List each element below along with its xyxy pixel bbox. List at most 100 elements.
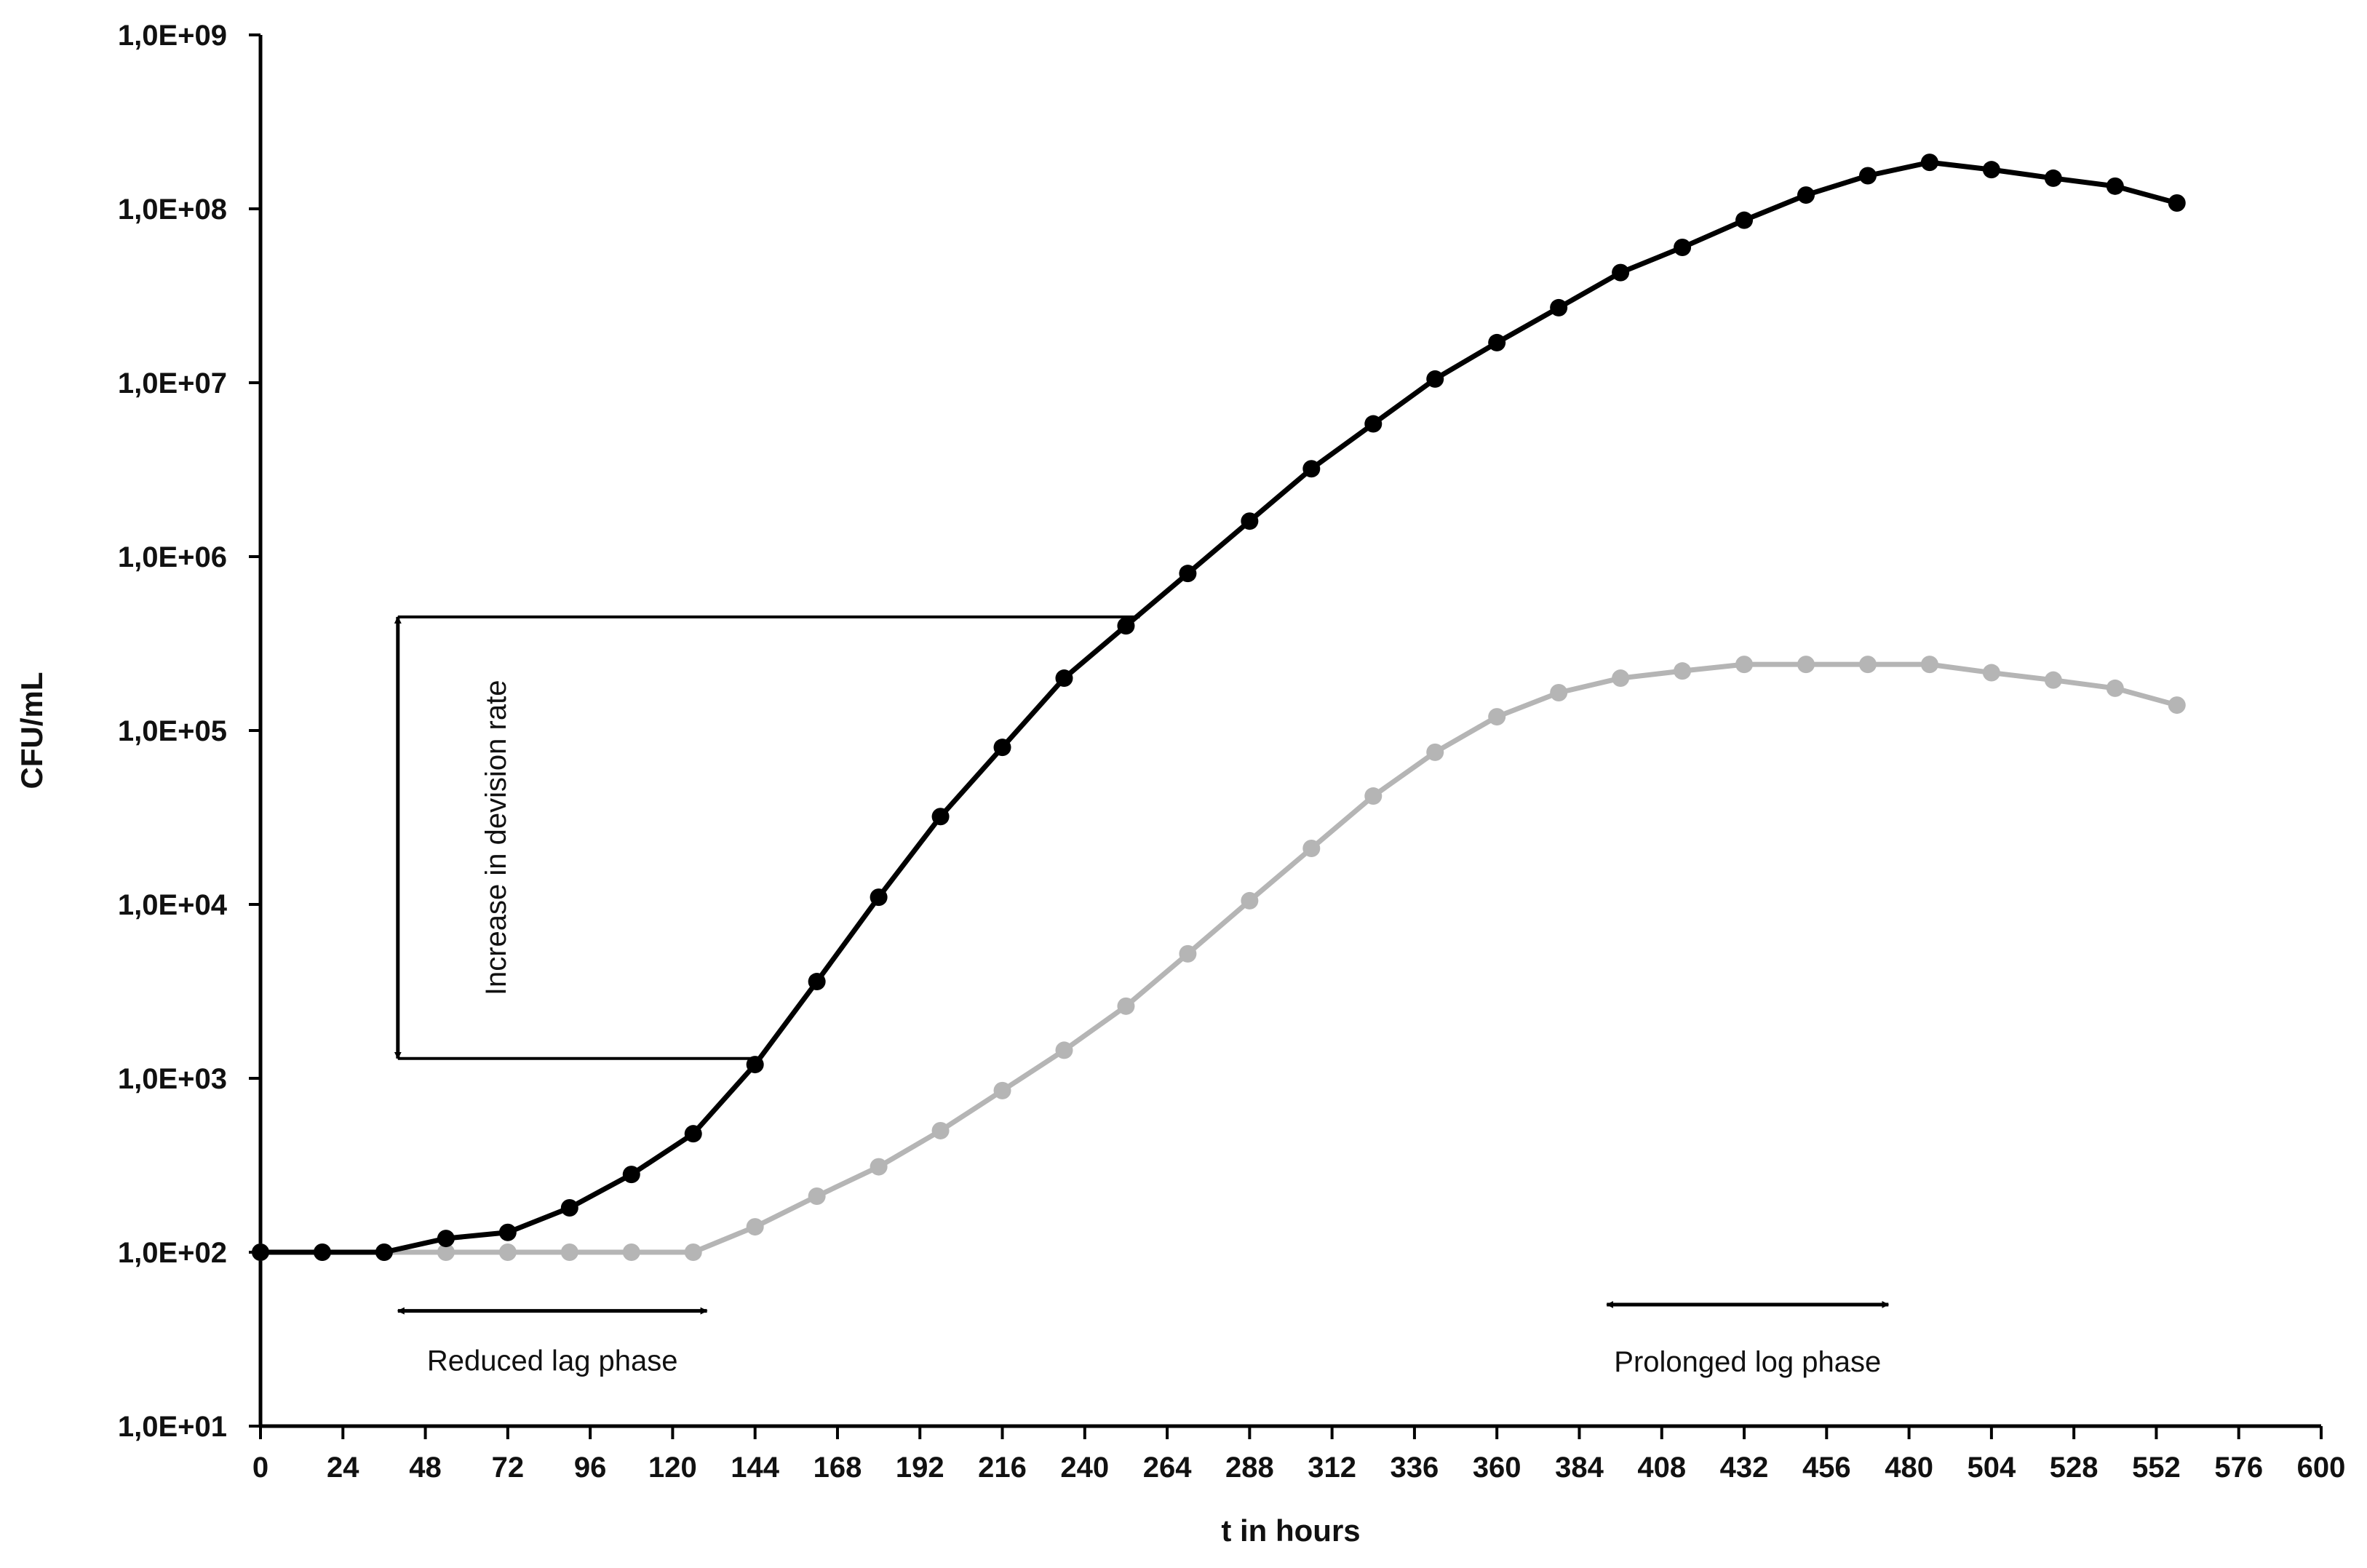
annotation-label: Reduced lag phase [427, 1345, 678, 1377]
y-tick-label: 1,0E+08 [118, 194, 227, 226]
data-point [931, 1121, 950, 1139]
data-point [1302, 460, 1321, 478]
x-tick-label: 528 [2050, 1452, 2099, 1484]
y-tick-label: 1,0E+03 [118, 1063, 227, 1095]
data-point [684, 1243, 702, 1261]
x-tick-label: 480 [1885, 1452, 1933, 1484]
x-tick-label: 48 [409, 1452, 442, 1484]
x-tick-label: 384 [1555, 1452, 1604, 1484]
data-point [437, 1243, 455, 1261]
x-tick-label: 288 [1225, 1452, 1274, 1484]
data-point [1241, 891, 1259, 910]
reference-lines [397, 615, 1140, 1060]
data-point [1364, 787, 1383, 805]
data-point [1920, 154, 1938, 172]
data-point [1179, 944, 1197, 963]
y-tick-label: 1,0E+05 [118, 715, 227, 747]
y-tick-label: 1,0E+06 [118, 541, 227, 573]
data-point [746, 1056, 764, 1074]
annotation-label: Increase in devision rate [480, 680, 512, 996]
x-tick-label: 336 [1391, 1452, 1439, 1484]
data-point [1426, 743, 1444, 761]
data-point [1550, 684, 1568, 702]
data-point [1612, 263, 1630, 282]
data-point [560, 1198, 578, 1217]
data-point [993, 1081, 1011, 1099]
data-point [870, 888, 888, 907]
data-point [993, 739, 1011, 757]
data-point [1674, 662, 1692, 680]
data-point [2106, 177, 2124, 195]
data-point [622, 1243, 640, 1261]
x-tick-label: 216 [978, 1452, 1027, 1484]
data-point [1858, 167, 1877, 185]
y-tick-label: 1,0E+07 [118, 367, 227, 399]
data-point [2106, 679, 2124, 697]
x-tick-label: 72 [492, 1452, 525, 1484]
y-axis-title: CFU/mL [15, 672, 49, 789]
y-tick-label: 1,0E+09 [118, 20, 227, 52]
data-point [1982, 161, 2000, 179]
data-point [1488, 333, 1506, 351]
data-point [2044, 671, 2062, 689]
x-tick-label: 408 [1637, 1452, 1686, 1484]
data-point [375, 1243, 393, 1261]
x-tick-label: 168 [813, 1452, 862, 1484]
annotations: Increase in devision rate Reduced lag pha… [394, 616, 1890, 1378]
x-tick-label: 192 [896, 1452, 944, 1484]
x-tick-label: 264 [1143, 1452, 1192, 1484]
data-point [498, 1223, 517, 1241]
series-2 [252, 656, 2186, 1261]
x-tick-label: 0 [252, 1452, 268, 1484]
x-axis-title: t in hours [1221, 1513, 1360, 1548]
annotation-label: Prolonged log phase [1614, 1346, 1881, 1378]
data-point [1117, 997, 1135, 1015]
data-point [313, 1243, 331, 1261]
data-point [1982, 664, 2000, 682]
data-point [437, 1230, 455, 1248]
series-line [260, 159, 2178, 1255]
data-point [1055, 669, 1073, 688]
y-tick-label: 1,0E+02 [118, 1237, 227, 1269]
data-point [622, 1166, 640, 1184]
data-point [746, 1218, 764, 1236]
data-point [1426, 370, 1444, 388]
data-point [498, 1243, 517, 1261]
data-point [1179, 565, 1197, 583]
y-tick-label: 1,0E+01 [118, 1411, 227, 1443]
series-layer [252, 154, 2186, 1261]
data-point [1674, 239, 1692, 257]
data-point [1550, 298, 1568, 317]
x-tick-label: 552 [2132, 1452, 2181, 1484]
data-point [1735, 656, 1754, 674]
data-point [1055, 1041, 1073, 1059]
data-point [1612, 669, 1630, 688]
data-point [684, 1125, 702, 1143]
data-point [1241, 512, 1259, 530]
x-tick-label: 312 [1308, 1452, 1356, 1484]
x-tick-label: 360 [1473, 1452, 1521, 1484]
series-1 [252, 154, 2186, 1261]
x-tick-label: 240 [1060, 1452, 1109, 1484]
data-point [808, 1187, 826, 1205]
data-point [1797, 186, 1815, 204]
data-point [2168, 194, 2186, 212]
data-point [1858, 656, 1877, 674]
x-tick-label: 576 [2214, 1452, 2263, 1484]
data-point [1302, 839, 1321, 857]
data-point [1364, 415, 1383, 433]
series-line [260, 661, 2178, 1255]
data-point [1735, 211, 1754, 229]
data-point [1797, 656, 1815, 674]
x-tick-label: 432 [1720, 1452, 1769, 1484]
data-point [1117, 617, 1135, 635]
data-point [560, 1243, 578, 1261]
data-point [931, 808, 950, 826]
data-point [252, 1243, 269, 1261]
data-point [1920, 656, 1938, 674]
x-tick-label: 504 [1968, 1452, 2016, 1484]
x-tick-label: 120 [648, 1452, 697, 1484]
axes: 1,0E+01 1,0E+02 1,0E+03 1,0E+04 1,0E+05 1,0E+… [118, 20, 2346, 1484]
data-point [870, 1158, 888, 1176]
